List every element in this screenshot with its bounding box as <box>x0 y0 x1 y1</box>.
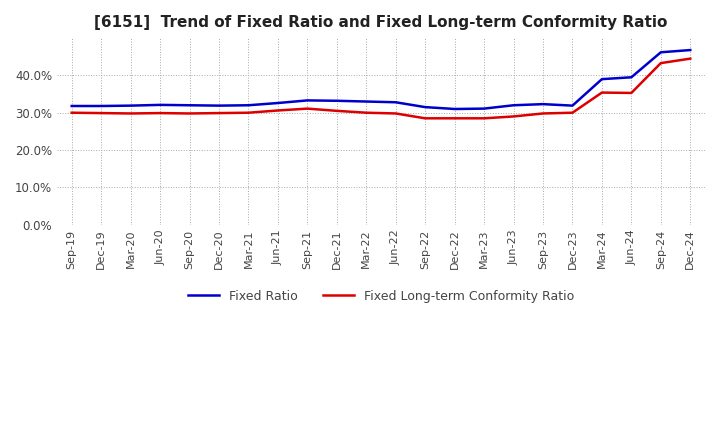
Fixed Ratio <box>450 106 459 112</box>
Fixed Ratio <box>657 50 665 55</box>
Title: [6151]  Trend of Fixed Ratio and Fixed Long-term Conformity Ratio: [6151] Trend of Fixed Ratio and Fixed Lo… <box>94 15 667 30</box>
Fixed Long-term Conformity Ratio <box>421 116 430 121</box>
Fixed Ratio <box>539 102 547 107</box>
Legend: Fixed Ratio, Fixed Long-term Conformity Ratio: Fixed Ratio, Fixed Long-term Conformity … <box>183 285 580 308</box>
Fixed Long-term Conformity Ratio <box>362 110 371 115</box>
Fixed Ratio <box>303 98 312 103</box>
Fixed Long-term Conformity Ratio <box>68 110 76 115</box>
Fixed Long-term Conformity Ratio <box>686 56 695 61</box>
Fixed Ratio <box>362 99 371 104</box>
Fixed Ratio <box>244 103 253 108</box>
Fixed Long-term Conformity Ratio <box>333 108 341 114</box>
Fixed Ratio <box>392 99 400 105</box>
Fixed Long-term Conformity Ratio <box>97 110 106 116</box>
Fixed Long-term Conformity Ratio <box>657 60 665 66</box>
Fixed Ratio <box>568 103 577 108</box>
Fixed Ratio <box>627 75 636 80</box>
Fixed Long-term Conformity Ratio <box>568 110 577 115</box>
Fixed Long-term Conformity Ratio <box>392 111 400 116</box>
Fixed Ratio <box>598 77 606 82</box>
Fixed Ratio <box>126 103 135 108</box>
Fixed Ratio <box>421 104 430 110</box>
Fixed Ratio <box>68 103 76 109</box>
Fixed Ratio <box>333 98 341 103</box>
Fixed Long-term Conformity Ratio <box>156 110 164 116</box>
Line: Fixed Ratio: Fixed Ratio <box>72 50 690 109</box>
Fixed Long-term Conformity Ratio <box>480 116 488 121</box>
Fixed Ratio <box>686 48 695 53</box>
Fixed Ratio <box>274 100 282 106</box>
Fixed Ratio <box>97 103 106 109</box>
Fixed Ratio <box>480 106 488 111</box>
Fixed Long-term Conformity Ratio <box>450 116 459 121</box>
Fixed Long-term Conformity Ratio <box>126 111 135 116</box>
Fixed Long-term Conformity Ratio <box>185 111 194 116</box>
Fixed Long-term Conformity Ratio <box>274 108 282 113</box>
Fixed Long-term Conformity Ratio <box>244 110 253 115</box>
Fixed Ratio <box>509 103 518 108</box>
Fixed Ratio <box>156 102 164 107</box>
Fixed Ratio <box>185 103 194 108</box>
Fixed Long-term Conformity Ratio <box>215 110 223 116</box>
Fixed Long-term Conformity Ratio <box>509 114 518 119</box>
Fixed Long-term Conformity Ratio <box>303 106 312 111</box>
Fixed Long-term Conformity Ratio <box>598 90 606 95</box>
Line: Fixed Long-term Conformity Ratio: Fixed Long-term Conformity Ratio <box>72 59 690 118</box>
Fixed Long-term Conformity Ratio <box>539 111 547 116</box>
Fixed Long-term Conformity Ratio <box>627 90 636 95</box>
Fixed Ratio <box>215 103 223 108</box>
